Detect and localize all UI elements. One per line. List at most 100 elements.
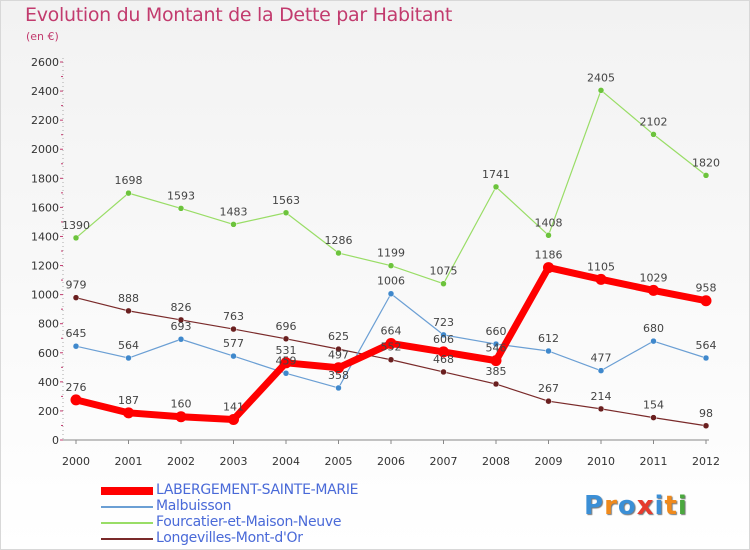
data-point xyxy=(597,87,605,94)
data-point xyxy=(492,380,500,388)
data-label: 1029 xyxy=(640,271,668,284)
data-label: 577 xyxy=(223,337,244,350)
data-point xyxy=(282,335,290,343)
legend-swatch xyxy=(101,487,153,495)
data-point xyxy=(125,307,132,315)
data-point xyxy=(648,284,659,296)
data-point xyxy=(230,221,237,228)
data-label: 459 xyxy=(276,354,297,367)
data-point xyxy=(595,273,607,285)
y-tick-label: 1800 xyxy=(31,172,59,185)
data-point xyxy=(545,397,552,405)
data-label: 763 xyxy=(223,310,244,323)
data-point xyxy=(597,367,605,374)
data-point xyxy=(125,354,132,362)
data-point xyxy=(72,294,80,301)
data-point xyxy=(543,262,554,274)
data-label: 693 xyxy=(171,320,192,333)
data-label: 1006 xyxy=(377,275,405,288)
data-label: 276 xyxy=(66,381,87,394)
x-tick-label: 2004 xyxy=(272,455,300,468)
y-tick-label: 2200 xyxy=(31,114,59,127)
data-point xyxy=(702,354,710,362)
data-point xyxy=(72,342,80,350)
data-label: 1563 xyxy=(272,194,300,207)
data-label: 468 xyxy=(433,353,454,366)
x-tick-label: 2009 xyxy=(535,455,563,468)
y-tick-label: 200 xyxy=(38,405,59,418)
data-label: 1820 xyxy=(692,156,720,169)
data-point xyxy=(492,183,500,191)
y-tick-label: 1600 xyxy=(31,201,59,214)
data-point xyxy=(440,280,447,287)
data-point xyxy=(387,262,395,269)
data-point xyxy=(228,414,239,426)
data-point xyxy=(597,405,605,413)
data-point xyxy=(545,347,552,355)
y-tick-label: 1000 xyxy=(31,289,59,302)
data-label: 826 xyxy=(171,301,192,314)
y-tick-label: 800 xyxy=(38,318,59,331)
x-tick-label: 2012 xyxy=(692,455,720,468)
data-point xyxy=(545,232,552,239)
x-tick-label: 2007 xyxy=(430,455,458,468)
y-tick-label: 1400 xyxy=(31,230,59,243)
y-tick-label: 2000 xyxy=(31,143,59,156)
data-point xyxy=(650,131,657,138)
data-label: 497 xyxy=(328,349,349,362)
data-label: 214 xyxy=(591,390,612,403)
data-label: 1075 xyxy=(430,265,458,278)
x-tick-label: 2006 xyxy=(377,455,405,468)
data-point xyxy=(387,290,395,297)
logo-letter: i xyxy=(677,491,688,521)
data-label: 1199 xyxy=(377,247,405,260)
data-point xyxy=(282,370,290,377)
legend-swatch xyxy=(101,506,153,508)
data-point xyxy=(492,340,500,348)
data-label: 645 xyxy=(66,327,87,340)
legend-swatch xyxy=(101,538,153,540)
data-label: 680 xyxy=(643,322,664,335)
chart-subtitle: (en €) xyxy=(26,30,59,43)
x-tick-label: 2008 xyxy=(482,455,510,468)
x-tick-label: 2011 xyxy=(640,455,668,468)
x-tick-label: 2005 xyxy=(325,455,353,468)
data-label: 1593 xyxy=(167,189,195,202)
data-label: 531 xyxy=(276,344,297,357)
x-tick-label: 2010 xyxy=(587,455,615,468)
y-tick-label: 1200 xyxy=(31,260,59,273)
data-label: 958 xyxy=(696,282,717,295)
y-tick-label: 2400 xyxy=(31,85,59,98)
data-label: 2102 xyxy=(640,115,668,128)
data-point xyxy=(650,337,657,345)
logo-letter: x xyxy=(636,491,655,521)
data-point xyxy=(282,209,290,217)
data-label: 723 xyxy=(433,316,454,329)
data-point xyxy=(438,346,449,358)
data-point xyxy=(387,356,395,363)
data-label: 1483 xyxy=(220,205,248,218)
x-tick-label: 2001 xyxy=(115,455,143,468)
data-point xyxy=(175,411,187,423)
data-label: 267 xyxy=(538,382,559,395)
data-point xyxy=(702,422,710,430)
data-point xyxy=(650,414,657,421)
data-label: 606 xyxy=(433,333,454,346)
data-label: 1286 xyxy=(325,234,353,247)
legend-label: Longevilles-Mont-d'Or xyxy=(156,530,303,546)
data-label: 660 xyxy=(486,325,507,338)
data-label: 358 xyxy=(328,369,349,382)
legend-label: Malbuisson xyxy=(156,498,232,514)
data-point xyxy=(490,355,502,367)
data-label: 564 xyxy=(118,339,139,352)
data-point xyxy=(230,352,237,360)
legend-label: Fourcatier-et-Maison-Neuve xyxy=(156,514,342,530)
proxiti-logo: Proxiti xyxy=(584,491,688,521)
data-label: 187 xyxy=(118,394,139,407)
data-point xyxy=(177,205,185,212)
data-point xyxy=(333,362,344,374)
data-label: 612 xyxy=(538,332,559,345)
data-label: 2405 xyxy=(587,71,615,84)
